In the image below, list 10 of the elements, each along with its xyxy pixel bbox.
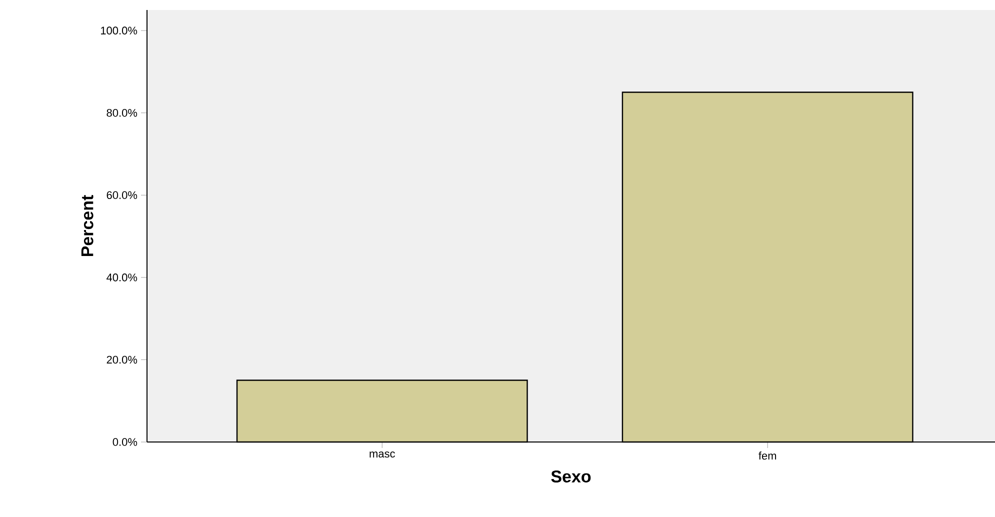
y-tick-label: 80.0% (106, 108, 138, 117)
y-tick-label: 100.0% (100, 26, 138, 34)
x-tick-label: fem (758, 452, 776, 460)
y-tick-label: 0.0% (112, 438, 138, 446)
y-tick-label: 20.0% (106, 356, 138, 364)
y-tick-label: 60.0% (106, 191, 138, 200)
x-tick-label: masc (370, 452, 395, 458)
y-axis-title: Percent (81, 195, 94, 256)
y-tick-label: 40.0% (106, 274, 138, 282)
x-axis-title: Sexo (551, 470, 591, 483)
